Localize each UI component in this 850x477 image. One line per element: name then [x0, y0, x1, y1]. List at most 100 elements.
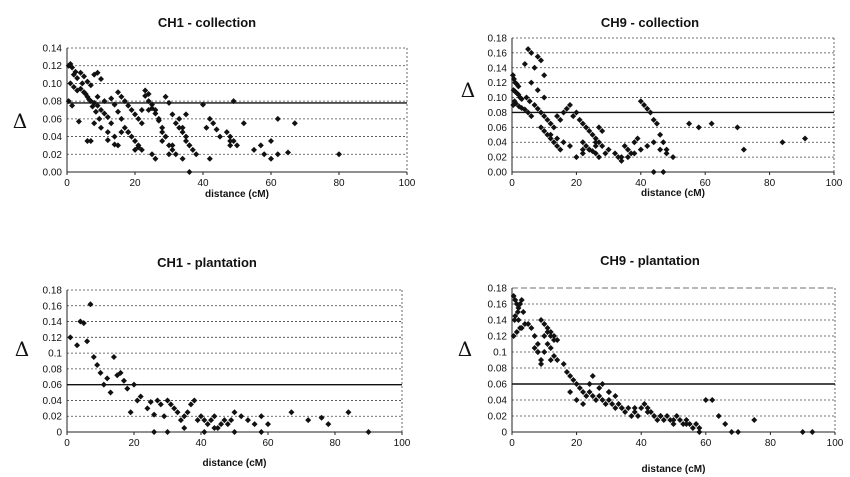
chart-4-data-point	[605, 397, 612, 403]
chart-3-data-point	[120, 377, 127, 384]
chart-1-data-point	[183, 133, 189, 140]
chart-2-data-point	[644, 105, 651, 112]
chart-4-ytick-label: 0.18	[488, 284, 508, 295]
chart-1-data-point	[217, 133, 223, 140]
chart-1-data-point	[79, 80, 86, 87]
chart-2-data-point	[550, 139, 557, 146]
chart-4-data-point	[644, 409, 651, 415]
chart-2-ytick-label: 0.08	[488, 108, 508, 119]
chart-1-data-point	[223, 129, 230, 136]
chart-2-data-point	[650, 169, 657, 175]
chart-2-data-point	[599, 128, 606, 135]
chart-4-data-point	[554, 337, 561, 343]
chart-4-y-axis-label: Δ	[458, 337, 472, 361]
chart-3-data-point	[131, 381, 137, 388]
chart-4-data-point	[554, 357, 561, 363]
chart-3-data-point	[187, 401, 194, 408]
chart-1-data-point	[206, 155, 213, 162]
chart-4-data-point	[651, 413, 658, 419]
chart-1-data-point	[132, 146, 138, 153]
chart-2-data-point	[528, 113, 535, 120]
chart-1-data-point	[70, 83, 77, 90]
chart-2-data-point	[612, 150, 619, 157]
chart-1-data-point	[86, 96, 93, 103]
chart-1-data-point	[149, 151, 155, 158]
chart-4-data-point	[580, 401, 587, 407]
chart-1-data-point	[75, 118, 82, 125]
chart-2-data-point	[663, 146, 670, 153]
chart-1-data-point	[65, 98, 72, 105]
chart-3-data-point	[154, 397, 161, 404]
chart-1-data-point	[179, 129, 186, 136]
chart-2-data-point	[550, 124, 557, 131]
chart-1-data-point	[115, 142, 121, 149]
chart-4-data-point	[567, 389, 574, 395]
chart-2-data-point	[615, 154, 622, 161]
chart-4-data-point	[580, 389, 587, 395]
chart-2-data-point	[734, 124, 741, 131]
chart-4-data-point	[541, 349, 548, 355]
chart-3-data-point	[244, 417, 251, 424]
chart-1-data-point	[145, 107, 152, 113]
chart-3-x-axis-label: distance (cM)	[203, 458, 267, 469]
chart-3-xtick-label: 0	[64, 438, 70, 449]
chart-4-data-point	[586, 389, 593, 395]
chart-2-data-point	[576, 116, 583, 123]
chart-3-data-point	[258, 413, 265, 420]
chart-3-ytick-label: 0.06	[43, 380, 63, 391]
chart-1-data-point	[172, 151, 179, 158]
chart-1-xtick-label: 20	[129, 178, 141, 189]
chart-3-data-point	[211, 425, 218, 432]
chart-4-data-point	[544, 325, 551, 331]
chart-3-data-point	[224, 421, 231, 428]
chart-1-data-point	[268, 155, 274, 162]
chart-2-data-point	[547, 135, 554, 142]
chart-3-data-point	[318, 414, 325, 421]
chart-1-data-point	[274, 151, 281, 158]
chart-1-data-point	[162, 93, 169, 100]
chart-3-xtick-label: 20	[128, 438, 140, 449]
chart-2-data-point	[573, 109, 580, 116]
chart-2-data-point	[592, 135, 599, 142]
chart-4-data-point	[634, 413, 641, 419]
chart-4-data-point	[689, 425, 696, 431]
chart-3-data-point	[167, 401, 174, 408]
chart-3-xtick-label: 80	[329, 438, 341, 449]
chart-3-data-point	[147, 399, 154, 406]
chart-4-xtick-label: 40	[636, 438, 648, 449]
chart-1-data-point	[98, 107, 104, 113]
chart-4-data-point	[602, 401, 609, 407]
chart-2-data-point	[695, 124, 702, 131]
chart-2-data-point	[566, 102, 573, 108]
chart-4-data-point	[550, 333, 557, 339]
chart-3-data-point	[117, 369, 124, 376]
chart-1-data-point	[138, 107, 145, 113]
chart-3-data-point	[164, 429, 171, 435]
chart-3-y-axis-label: Δ	[15, 337, 29, 361]
chart-1-data-point	[128, 133, 135, 140]
chart-4-ytick-label: 0.02	[488, 412, 508, 423]
chart-4-data-point	[702, 397, 709, 403]
chart-1-data-point	[104, 137, 111, 144]
chart-3-data-point	[137, 393, 144, 400]
chart-3-ytick-label: 0.04	[43, 396, 63, 407]
chart-2-xtick-label: 20	[571, 178, 583, 189]
chart-1-data-point	[98, 124, 104, 131]
chart-2-data-point	[557, 146, 564, 153]
chart-3-data-point	[151, 429, 158, 435]
chart-4-data-point	[683, 421, 690, 427]
chart-4-data-point	[751, 417, 758, 423]
chart-4-ytick-label: 0.14	[488, 316, 508, 327]
chart-4-data-point	[696, 429, 703, 435]
chart-3-data-point	[184, 409, 191, 416]
chart-3-data-point	[177, 417, 184, 424]
chart-2-data-point	[515, 83, 522, 90]
chart-2-data-point	[641, 102, 648, 108]
chart-1-data-point	[179, 155, 186, 162]
chart-2-data-point	[650, 139, 657, 146]
chart-2-data-point	[510, 102, 517, 108]
chart-1-data-point	[118, 129, 125, 136]
chart-4-data-point	[670, 417, 677, 423]
chart-4-data-point	[680, 421, 687, 427]
